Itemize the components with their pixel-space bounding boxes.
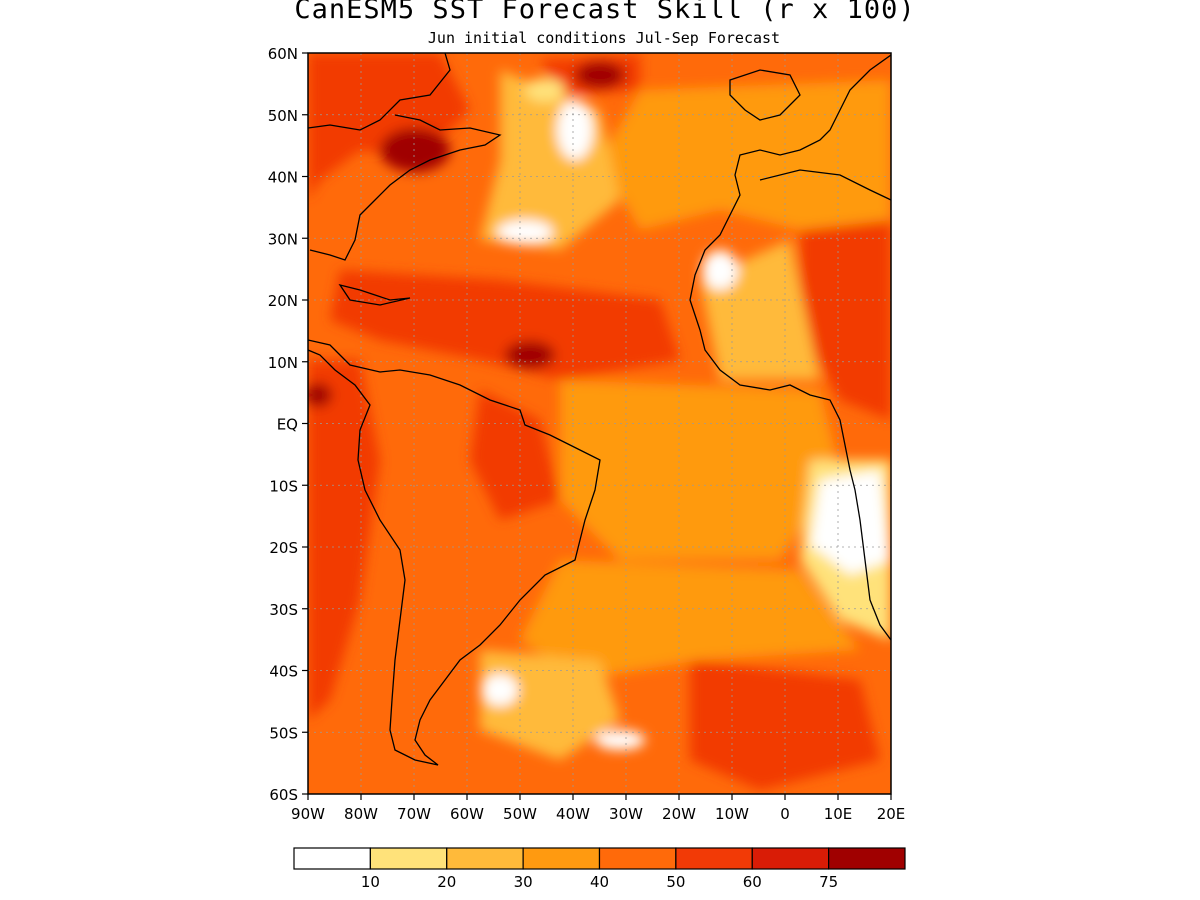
field-min-south [482, 674, 518, 706]
axis-ticks [302, 52, 892, 800]
field-east-strong [800, 220, 891, 420]
lon-tick-label: 20W [662, 805, 696, 823]
graticule [308, 53, 891, 794]
lat-tick-label: 30S [269, 601, 298, 619]
field-min-subtropical [497, 220, 553, 244]
lat-tick-label: 20S [269, 539, 298, 557]
coast-africa-europe [689, 54, 891, 641]
field-benguela-min [810, 470, 891, 575]
lat-tick-label: 10S [269, 477, 298, 495]
lat-tick-label: 60N [268, 45, 298, 63]
figure-title: CanESM5 SST Forecast Skill (r x 100) [294, 0, 916, 25]
colorbar-swatch [751, 847, 830, 870]
colorbar-swatch [828, 847, 906, 870]
field-weak-north [525, 78, 565, 102]
lon-tick-label: 50W [503, 805, 537, 823]
field-tropical-strong [330, 270, 680, 380]
field-eq-atlantic [560, 380, 840, 560]
lat-tick-label: 40N [268, 169, 298, 187]
field-max-north [575, 61, 625, 89]
field-max-gulf-maine [380, 128, 450, 172]
colorbar-swatch [675, 847, 753, 870]
lon-tick-label: 90W [291, 805, 325, 823]
colorbar-label: 30 [514, 873, 533, 891]
coast-south-america [308, 339, 601, 766]
colorbar-labels: 10 20 30 40 50 60 75 [361, 873, 838, 891]
lat-tick-label: 10N [268, 354, 298, 372]
lon-tick-label: 30W [609, 805, 643, 823]
colorbar-swatch [446, 847, 524, 870]
field-min-south2 [595, 730, 645, 750]
colorbar-label: 75 [819, 873, 838, 891]
field-sa-strong [470, 390, 560, 520]
colorbar-swatch [598, 847, 677, 870]
colorbar-swatch [293, 847, 371, 870]
lat-tick-label: 20N [268, 292, 298, 310]
lat-tick-label: 50S [269, 724, 298, 742]
colorbar-label: 10 [361, 873, 380, 891]
longitude-labels: 90W 80W 70W 60W 50W 40W 30W 20W 10W 0 10E 20E [291, 805, 905, 823]
lon-tick-label: 20E [877, 805, 906, 823]
field-northeast-mod [600, 80, 891, 230]
field-max-pacific [308, 383, 332, 407]
colorbar-swatch [522, 847, 601, 870]
lon-tick-label: 10W [715, 805, 749, 823]
colorbar [293, 847, 906, 870]
lon-tick-label: 70W [397, 805, 431, 823]
lon-tick-label: 40W [556, 805, 590, 823]
lat-tick-label: EQ [277, 416, 298, 434]
lon-tick-label: 80W [344, 805, 378, 823]
colorbar-label: 50 [666, 873, 685, 891]
field-pacific-strong [308, 360, 380, 720]
lon-tick-label: 10E [824, 805, 853, 823]
field-min-north [557, 100, 593, 160]
lon-tick-label: 60W [450, 805, 484, 823]
coastlines [308, 53, 891, 766]
coast-cuba [338, 283, 411, 306]
lon-tick-label: 0 [780, 805, 790, 823]
coast-mediterranean [759, 169, 891, 201]
coast-north-america-east [309, 114, 502, 261]
lat-tick-label: 50N [268, 107, 298, 125]
colorbar-label: 60 [743, 873, 762, 891]
lat-tick-label: 60S [269, 786, 298, 804]
colorbar-swatch [369, 847, 448, 870]
coast-british-isles [729, 69, 801, 121]
figure-subtitle: Jun initial conditions Jul-Sep Forecast [427, 29, 781, 47]
field-south-atlantic [520, 560, 860, 680]
latitude-labels: 60N 50N 40N 30N 20N 10N EQ 10S 20S 30S 40S 50S 60S [268, 45, 298, 804]
field-max-tropical [505, 341, 555, 369]
field-min-canary [702, 250, 738, 290]
lat-tick-label: 40S [269, 663, 298, 681]
coast-north-america-north [308, 53, 451, 131]
colorbar-label: 20 [437, 873, 456, 891]
field-nw-strong [308, 53, 470, 200]
colorbar-label: 40 [590, 873, 609, 891]
lat-tick-label: 30N [268, 230, 298, 248]
skill-field [308, 53, 891, 794]
